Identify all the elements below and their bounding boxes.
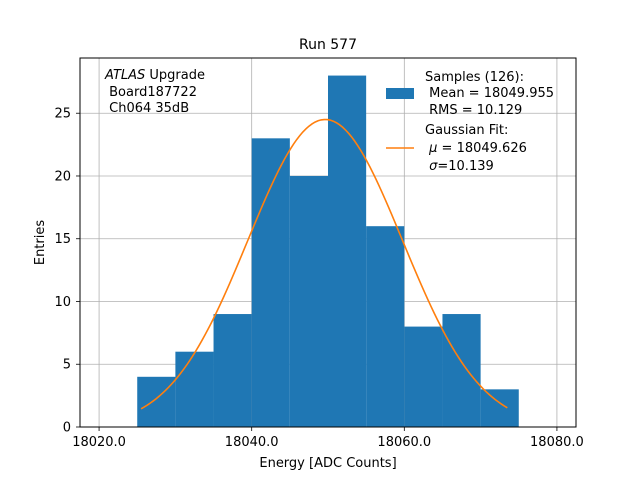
histogram-bar: [213, 314, 252, 427]
legend-mu-symbol: μ: [425, 141, 437, 156]
plot-frame: [79, 57, 577, 428]
histogram-bar: [289, 175, 328, 427]
legend-samples-swatch: [386, 88, 414, 99]
x-tick-label: 18020.0: [72, 435, 126, 450]
svg-text:σ=10.139: σ=10.139: [425, 159, 494, 174]
histogram-bars: [137, 75, 519, 428]
legend-sigma-value: =10.139: [437, 159, 493, 174]
y-axis-label: Entries: [33, 220, 48, 266]
y-tick-label: 10: [54, 295, 71, 310]
y-tick-label: 20: [54, 169, 71, 184]
channel-label: Ch064 35dB: [105, 101, 189, 116]
atlas-upgrade-label: Upgrade: [145, 68, 205, 83]
histogram-bar: [251, 138, 290, 427]
x-axis-ticks: 18020.0 18040.0 18060.0 18080.0: [72, 427, 584, 450]
histogram-bar: [137, 376, 176, 427]
svg-text:μ = 18049.626: μ = 18049.626: [425, 141, 527, 156]
board-label: Board187722: [105, 85, 197, 100]
x-tick-label: 18040.0: [225, 435, 279, 450]
legend-mean-text: Mean = 18049.955: [425, 86, 554, 101]
histogram-bar: [366, 226, 405, 427]
fit-layer: [140, 118, 508, 410]
x-tick-label: 18080.0: [530, 435, 584, 450]
legend-fit-label: Gaussian Fit:: [425, 123, 508, 138]
y-tick-label: 0: [63, 421, 71, 436]
histogram-bar: [442, 314, 481, 427]
legend-rms-text: RMS = 10.129: [425, 103, 522, 118]
y-tick-label: 25: [54, 107, 71, 122]
histogram-bar: [328, 75, 367, 428]
x-tick-label: 18060.0: [377, 435, 431, 450]
legend-sigma-symbol: σ: [425, 159, 438, 174]
atlas-italic-label: ATLAS: [104, 68, 145, 83]
gaussian-fit-curve: [140, 118, 508, 410]
y-axis-ticks: 0 5 10 15 20 25: [54, 107, 80, 436]
legend: Samples (126): Mean = 18049.955 RMS = 10…: [386, 70, 554, 174]
histogram-bar: [480, 389, 519, 427]
svg-text:ATLAS Upgrade: ATLAS Upgrade: [104, 68, 205, 83]
y-tick-label: 15: [54, 232, 71, 247]
histogram-bar: [175, 351, 214, 427]
x-axis-label: Energy [ADC Counts]: [259, 456, 396, 471]
chart-title: Run 577: [299, 37, 357, 53]
atlas-annotation: ATLAS Upgrade Board187722 Ch064 35dB: [104, 68, 205, 116]
legend-samples-label: Samples (126):: [425, 70, 524, 85]
y-tick-label: 5: [63, 358, 71, 373]
legend-mu-value: = 18049.626: [437, 141, 526, 156]
histogram-bar: [404, 326, 443, 427]
